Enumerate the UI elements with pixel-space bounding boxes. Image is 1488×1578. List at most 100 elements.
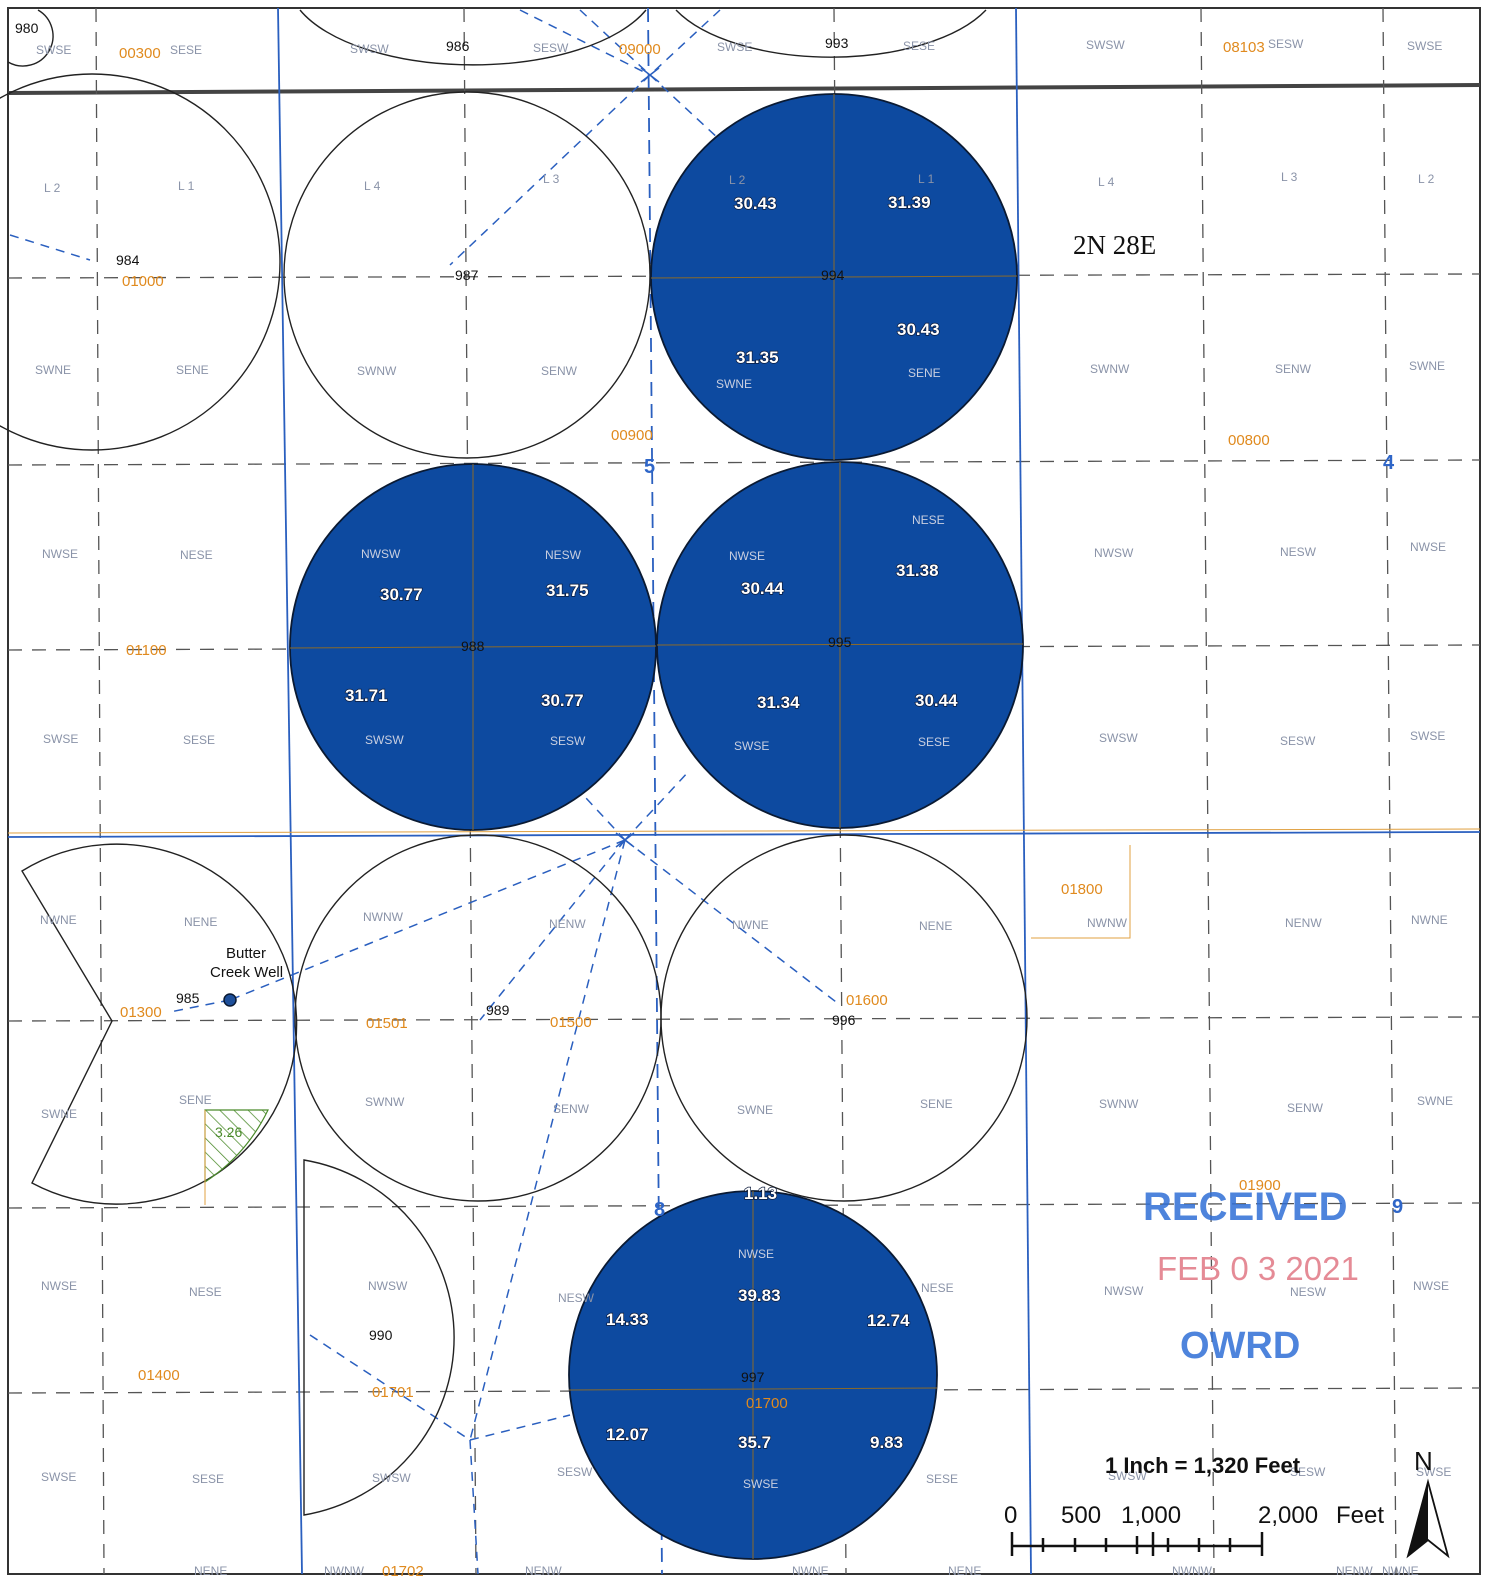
acres-997-top: 1.13 [744,1184,777,1203]
section-number-5: 5 [644,456,655,478]
taxlot-01300: 01300 [120,1004,162,1021]
taxlot-01600: 01600 [846,992,888,1009]
acres-997-sese: 9.83 [870,1433,903,1452]
qq-label: SWNE [41,1107,77,1121]
qq-label: SWSW [372,1471,411,1485]
pivot-cross-lines [289,94,1024,1559]
lot-label: L 4 [1098,175,1115,189]
qq-label: NESE [921,1281,954,1295]
stamp-agency: OWRD [1180,1325,1300,1367]
north-arrow: N [1406,1446,1450,1559]
well-label: Butter Creek Well [210,945,283,981]
qq-label: NESW [558,1291,595,1305]
qq-label: NWSE [41,1279,77,1293]
pivot-ids: 980 984 985 986 987 988 989 990 993 994 … [15,20,856,1385]
scale-title: 1 Inch = 1,320 Feet [1105,1453,1301,1478]
qq-label: NENW [1336,1564,1373,1578]
qq-label: SENW [541,364,578,378]
butter-creek-well-icon [223,993,237,1007]
acres-994-sene: 30.43 [897,320,940,339]
qq-label: SESE [192,1472,224,1486]
lot-label: L 2 [44,181,61,195]
pivot-outlines [0,9,1028,1516]
lot-label: L 3 [1281,170,1298,184]
lot-label: L 1 [918,172,935,186]
scale-label-500: 500 [1061,1502,1101,1529]
qq-label: SESE [170,43,202,57]
acres-995-swse: 31.34 [757,693,800,712]
taxlot-01700: 01700 [746,1395,788,1412]
qq-label: SWNE [1409,359,1445,373]
taxlot-00300: 00300 [119,45,161,62]
acres-997-swse: 35.7 [738,1433,771,1452]
pivot-id-987: 987 [455,267,479,283]
section-number-9: 9 [1392,1196,1403,1218]
qq-label: SWSW [1086,38,1125,52]
qq-label: SENE [920,1097,953,1111]
taxlot-01100: 01100 [126,642,167,659]
scale-label-0: 0 [1004,1502,1017,1529]
qq-label: SWSE [43,732,78,746]
taxlot-01701: 01701 [372,1384,414,1401]
qq-label: SESW [1280,734,1316,748]
qq-label: NESW [1280,545,1317,559]
qq-label: SWSE [1410,729,1445,743]
qq-label: SWSE [734,739,769,753]
pivot-id-990: 990 [369,1327,393,1343]
qq-label: NWSW [1094,546,1134,560]
acres-994-l1: 31.39 [888,193,931,212]
well-label-text-line2: Creek Well [210,964,283,981]
qq-label: SENE [908,366,941,380]
taxlot-00900: 00900 [611,427,653,444]
qq-label: SWSW [1099,731,1138,745]
qq-label: SWNE [35,363,71,377]
acres-997-nesw: 14.33 [606,1310,649,1329]
qq-label: NWNE [1411,913,1448,927]
acres-988-swsw: 31.71 [345,686,388,705]
acres-988-sesw: 30.77 [541,691,584,710]
qq-label: NWSE [738,1247,774,1261]
qq-label: NWSE [729,549,765,563]
qq-label: NESE [189,1285,222,1299]
qq-label: SESW [1290,1465,1326,1479]
acres-988-nwsw: 30.77 [380,585,423,604]
qq-label: NENW [549,917,586,931]
township-line [7,83,1481,95]
acres-997-nwse: 39.83 [738,1286,781,1305]
qq-label: SWNW [365,1095,405,1109]
junction-marks [615,67,660,848]
lot-label: L 2 [729,173,746,187]
qq-label: NWNW [324,1564,365,1578]
section-number-4: 4 [1383,452,1395,474]
qq-label: SENE [176,363,209,377]
qq-label: SWSE [717,40,752,54]
taxlot-09000: 09000 [619,41,661,58]
qq-label: SWNW [1090,362,1130,376]
qq-label: NWNW [1172,1564,1213,1578]
taxlot-00800: 00800 [1228,432,1270,449]
qq-label: SWNE [737,1103,773,1117]
qq-label: SWNW [357,364,397,378]
acres-995-nwse: 30.44 [741,579,784,598]
taxlot-01000: 01000 [122,273,164,290]
qq-label: SWSE [1407,39,1442,53]
lot-label: L 1 [178,179,195,193]
qq-label: NENE [948,1564,981,1578]
pivot-id-984: 984 [116,252,140,268]
qq-label: SWNE [716,377,752,391]
green-parcel-label: 3.26 [215,1124,242,1140]
acres-995-nese: 31.38 [896,561,939,580]
lot-label: L 3 [543,172,560,186]
taxlot-01702: 01702 [382,1563,424,1578]
pivot-id-986: 986 [446,38,470,54]
pivot-id-985: 985 [176,990,200,1006]
qq-label: NWNE [792,1564,829,1578]
township-label: 2N 28E [1073,230,1156,260]
qq-label: SWSW [350,42,389,56]
acres-994-l2: 30.43 [734,194,777,213]
qq-label: SESW [533,41,569,55]
section-numbers: 5 4 8 9 [644,452,1403,1221]
lot-labels: L 2 L 1 L 4 L 3 L 2 L 1 L 4 L 3 L 2 [44,170,1435,195]
acreage-labels: 30.43 31.39 30.43 31.35 30.77 31.75 31.7… [344,192,958,1452]
